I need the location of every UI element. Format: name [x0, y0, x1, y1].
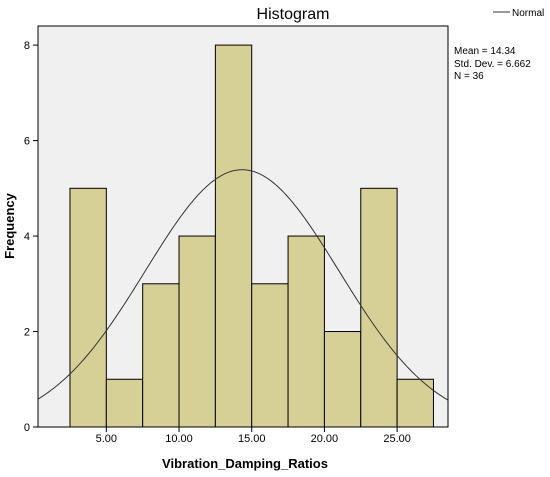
- y-axis-ticks: 0 2 4 6 8: [24, 40, 38, 434]
- stat-n: N = 36: [454, 71, 484, 82]
- chart-title: Histogram: [257, 6, 330, 23]
- statistics-box: Mean = 14.34 Std. Dev. = 6.662 N = 36: [454, 46, 531, 82]
- histogram-bar-6: [251, 283, 289, 428]
- stat-mean: Mean = 14.34: [454, 46, 516, 57]
- x-tick-label: 10.00: [165, 433, 193, 445]
- plot-frame: [37, 25, 449, 428]
- normal-curve: [37, 169, 449, 401]
- histogram-bar-3: [142, 283, 180, 428]
- x-tick-label: 15.00: [238, 433, 266, 445]
- stat-std-dev: Std. Dev. = 6.662: [454, 59, 531, 70]
- legend-label: Normal: [512, 8, 544, 19]
- x-tick-label: 5.00: [96, 433, 117, 445]
- y-tick-label: 6: [24, 136, 30, 148]
- histogram-bar-8: [323, 331, 362, 428]
- histogram-bar-4: [178, 235, 216, 428]
- y-tick-label: 4: [24, 231, 30, 243]
- y-tick-label: 0: [24, 422, 30, 434]
- legend: Normal: [493, 8, 544, 19]
- x-tick-label: 25.00: [383, 433, 411, 445]
- y-tick-label: 8: [24, 40, 30, 52]
- histogram-bars: [69, 44, 434, 428]
- histogram-bar-2: [105, 378, 144, 428]
- x-tick-label: 20.00: [311, 433, 339, 445]
- histogram-bar-10: [396, 378, 434, 428]
- y-axis-title: Frequency: [2, 192, 17, 259]
- histogram-bar-9: [360, 187, 398, 428]
- histogram-bar-1: [69, 187, 107, 428]
- y-tick-label: 2: [24, 327, 30, 339]
- histogram-bar-7: [287, 235, 325, 428]
- histogram-bar-5: [214, 44, 253, 428]
- x-axis-title: Vibration_Damping_Ratios: [162, 456, 328, 471]
- x-axis-ticks: 5.00 10.00 15.00 20.00 25.00: [96, 427, 411, 445]
